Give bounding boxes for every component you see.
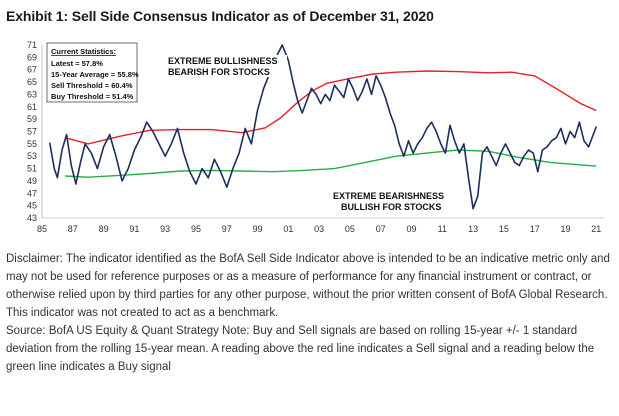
y-tick-label: 47 [27,188,37,198]
y-tick-label: 51 [27,164,37,174]
y-tick-label: 49 [27,176,37,186]
extreme-bearishness-annotation: EXTREME BEARISHNESS BULLISH FOR STOCKS [330,190,460,212]
x-tick-label: 07 [376,224,386,234]
y-tick-label: 43 [27,213,37,223]
x-tick-label: 87 [68,224,78,234]
stats-box-frame [46,42,138,103]
x-tick-label: 03 [314,224,324,234]
x-tick-label: 09 [407,224,417,234]
x-tick-label: 13 [468,224,478,234]
x-tick-label: 97 [222,224,232,234]
chart-notes: Disclaimer: The indicator identified as … [6,250,614,376]
x-tick-label: 99 [253,224,263,234]
y-tick-label: 61 [27,102,37,112]
y-tick-label: 45 [27,201,37,211]
x-tick-labels: 85 87 89 91 93 95 97 99 01 03 05 07 09 11 13 15 17 19 21 [37,224,601,234]
y-tick-label: 53 [27,151,37,161]
disclaimer-text: Disclaimer: The indicator identified as … [6,253,610,319]
y-tick-label: 55 [27,139,37,149]
annotation-top-line-2: BEARISH FOR STOCKS [168,67,270,77]
y-tick-label: 67 [27,65,37,75]
stats-latest: Latest = 57.8% [51,59,103,68]
x-tick-label: 95 [191,224,201,234]
y-tick-labels: 43 45 47 49 51 53 55 57 59 61 63 65 67 69 71 [27,40,37,223]
x-tick-label: 05 [345,224,355,234]
x-tick-label: 91 [129,224,139,234]
x-tick-label: 17 [530,224,540,234]
x-tick-label: 21 [591,224,601,234]
chart-title: Exhibit 1: Sell Side Consensus Indicator… [6,8,434,24]
x-tick-label: 93 [160,224,170,234]
x-tick-label: 19 [560,224,570,234]
x-tick-label: 89 [99,224,109,234]
annotation-top-line-1: EXTREME BULLISHNESS [168,56,278,66]
stats-average: 15-Year Average = 55.8% [51,70,139,79]
x-tick-label: 85 [37,224,47,234]
stats-heading: Current Statistics: [51,47,116,56]
chart-axes [41,45,604,219]
extreme-bullishness-annotation: EXTREME BULLISHNESS BEARISH FOR STOCKS [165,55,287,77]
y-tick-label: 65 [27,77,37,87]
sell-threshold-line [64,70,597,145]
annotation-bottom-background [330,190,460,212]
y-tick-label: 57 [27,127,37,137]
x-tick-label: 11 [438,224,447,234]
source-text: Source: BofA US Equity & Quant Strategy … [6,325,595,373]
stats-sell-threshold: Sell Threshold = 60.4% [51,81,133,90]
y-tick-label: 69 [27,52,37,62]
x-tick-label: 01 [283,224,293,234]
line-chart: 43 45 47 49 51 53 55 57 59 61 63 65 67 69 71 85 87 89 91 9… [27,40,604,234]
annotation-top-background [165,55,287,77]
current-statistics-box: Current Statistics: Latest = 57.8% 15-Ye… [46,42,139,103]
sell-side-indicator-line [48,44,598,210]
buy-threshold-line [65,149,597,178]
y-tick-label: 59 [27,114,37,124]
x-tick-label: 15 [499,224,509,234]
stats-buy-threshold: Buy Threshold = 51.4% [51,92,134,101]
annotation-bottom-line-2: BULLISH FOR STOCKS [341,202,441,212]
y-tick-label: 71 [27,40,37,50]
annotation-bottom-line-1: EXTREME BEARISHNESS [333,191,444,201]
y-tick-label: 63 [27,89,37,99]
